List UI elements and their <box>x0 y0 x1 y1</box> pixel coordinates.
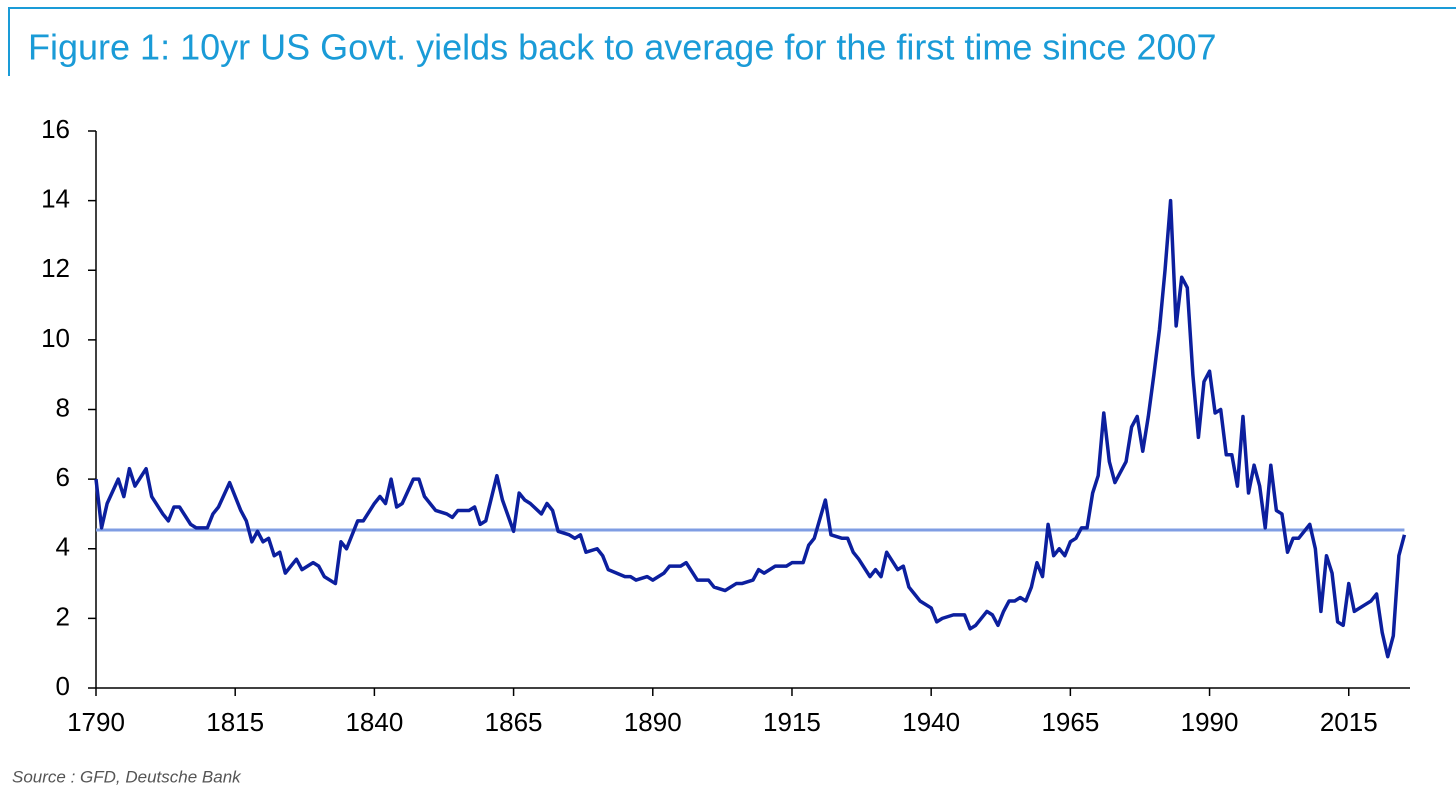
y-tick-label: 14 <box>41 184 70 214</box>
y-tick-label: 2 <box>56 601 70 631</box>
x-tick-label: 1815 <box>206 707 264 737</box>
x-tick-label: 1890 <box>624 707 682 737</box>
x-tick-label: 2015 <box>1320 707 1378 737</box>
chart-title: Figure 1: 10yr US Govt. yields back to a… <box>28 27 1217 68</box>
y-tick-label: 12 <box>41 253 70 283</box>
x-tick-label: 1940 <box>902 707 960 737</box>
source-note: Source : GFD, Deutsche Bank <box>12 767 242 786</box>
x-tick-label: 1990 <box>1181 707 1239 737</box>
y-tick-label: 16 <box>41 114 70 144</box>
y-tick-label: 0 <box>56 671 70 701</box>
x-tick-label: 1865 <box>485 707 543 737</box>
x-tick-label: 1840 <box>345 707 403 737</box>
y-tick-label: 4 <box>56 532 70 562</box>
x-tick-label: 1915 <box>763 707 821 737</box>
x-tick-label: 1790 <box>67 707 125 737</box>
y-tick-label: 10 <box>41 323 70 353</box>
y-tick-label: 6 <box>56 462 70 492</box>
x-tick-label: 1965 <box>1041 707 1099 737</box>
y-tick-label: 8 <box>56 392 70 422</box>
data-line <box>94 198 1407 659</box>
